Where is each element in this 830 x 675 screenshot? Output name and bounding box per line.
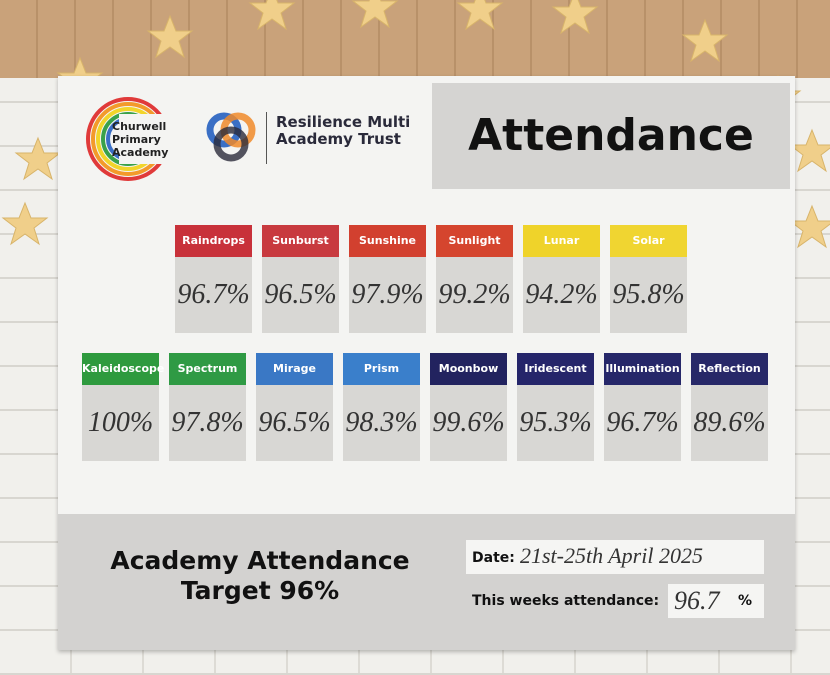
class-attendance: 97.8% — [169, 385, 246, 461]
class-attendance: 96.5% — [256, 385, 333, 461]
school-name: Churwell Primary Academy — [112, 120, 169, 159]
date-box — [466, 540, 764, 574]
class-card: Sunburst 96.5% — [262, 225, 339, 333]
class-attendance: 100% — [82, 385, 159, 461]
week-unit: % — [738, 593, 753, 609]
class-card: Sunshine 97.9% — [349, 225, 426, 333]
class-name: Illumination — [604, 353, 681, 385]
class-name: Iridescent — [517, 353, 594, 385]
class-name: Sunburst — [262, 225, 339, 257]
trust-logo — [206, 112, 256, 162]
class-attendance: 99.2% — [436, 257, 513, 333]
class-attendance: 89.6% — [691, 385, 768, 461]
class-card: Illumination 96.7% — [604, 353, 681, 461]
target: Academy Attendance Target 96% — [110, 546, 410, 605]
class-card: Kaleidoscope 100% — [82, 353, 164, 461]
class-card: Prism 98.3% — [343, 353, 420, 461]
class-card: Lunar 94.2% — [523, 225, 600, 333]
class-name: Sunshine — [349, 225, 426, 257]
class-name: Lunar — [523, 225, 600, 257]
class-attendance: 98.3% — [343, 385, 420, 461]
class-name: Kaleidoscope — [82, 353, 164, 385]
class-attendance: 96.5% — [262, 257, 339, 333]
class-name: Raindrops — [175, 225, 252, 257]
date-label: Date: — [472, 550, 515, 566]
class-name: Mirage — [256, 353, 333, 385]
class-card: Raindrops 96.7% — [175, 225, 252, 333]
class-card: Iridescent 95.3% — [517, 353, 594, 461]
week-box — [668, 584, 764, 618]
week-value: 96.7 — [674, 586, 720, 615]
footer — [58, 514, 795, 650]
class-attendance: 99.6% — [430, 385, 507, 461]
class-attendance: 97.9% — [349, 257, 426, 333]
class-attendance: 95.3% — [517, 385, 594, 461]
school-logo — [86, 97, 173, 181]
class-attendance: 94.2% — [523, 257, 600, 333]
board: Churwell Primary Academy Resilience Mult… — [58, 76, 795, 650]
class-card: Moonbow 99.6% — [430, 353, 507, 461]
class-attendance: 96.7% — [175, 257, 252, 333]
class-card: Mirage 96.5% — [256, 353, 333, 461]
class-name: Prism — [343, 353, 420, 385]
class-name: Moonbow — [430, 353, 507, 385]
class-card: Solar 95.8% — [610, 225, 687, 333]
class-name: Spectrum — [169, 353, 246, 385]
title: Attendance — [468, 110, 754, 161]
class-card: Sunlight 99.2% — [436, 225, 513, 333]
week-label: This weeks attendance: — [472, 593, 660, 609]
class-card: Reflection 89.6% — [691, 353, 768, 461]
class-name: Sunlight — [436, 225, 513, 257]
class-card: Spectrum 97.8% — [169, 353, 246, 461]
class-name: Solar — [610, 225, 687, 257]
title-box — [432, 83, 790, 189]
divider — [266, 112, 267, 164]
class-attendance: 95.8% — [610, 257, 687, 333]
class-name: Reflection — [691, 353, 768, 385]
trust-name: Resilience Multi Academy Trust — [276, 113, 411, 148]
date: 21st-25th April 2025 — [520, 543, 703, 568]
class-attendance: 96.7% — [604, 385, 681, 461]
